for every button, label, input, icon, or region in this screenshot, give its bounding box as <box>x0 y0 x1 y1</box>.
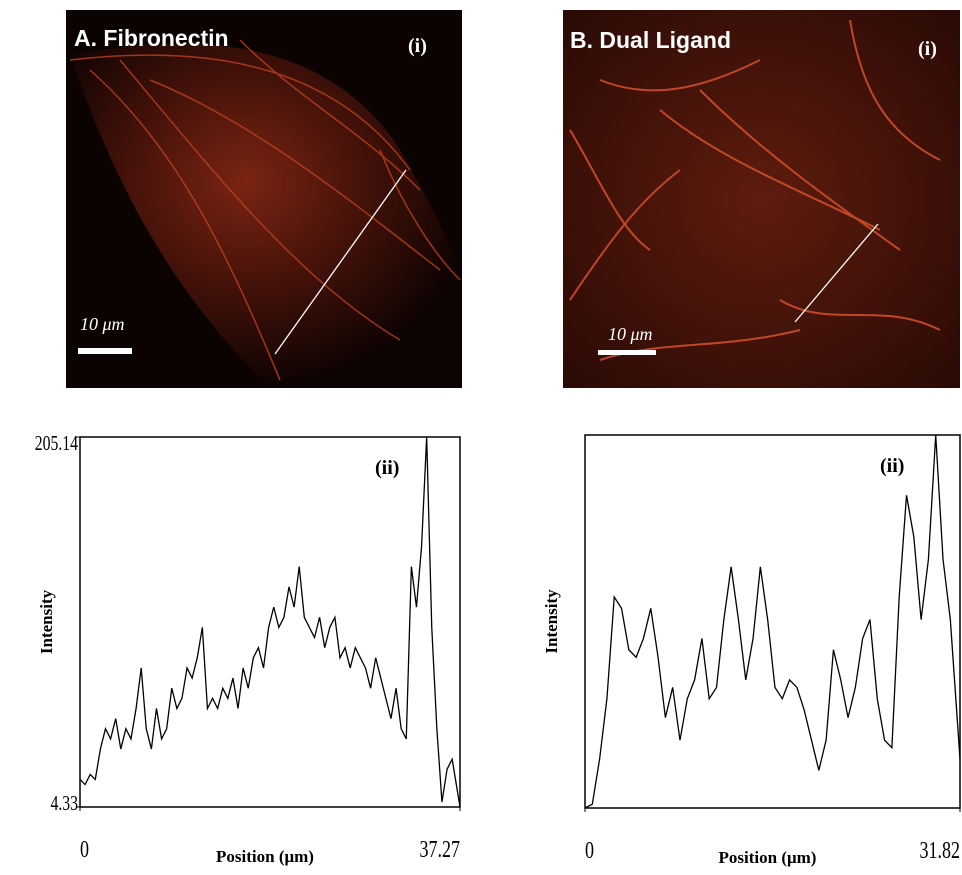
plot-frame <box>585 435 960 808</box>
x-tick-label: 0 <box>585 837 594 864</box>
x-axis-label: Position (μm) <box>719 848 817 867</box>
panel-marker: (i) <box>918 38 937 60</box>
intensity-line <box>585 435 960 808</box>
y-tick-label: 205.14 <box>35 432 78 456</box>
image-title: B. Dual Ligand <box>570 27 731 53</box>
scale-label: 10 μm <box>608 324 653 344</box>
figure: A. Fibronectin (i) 10 μm B. Dual Ligand … <box>0 0 962 875</box>
panel-marker: (ii) <box>880 455 904 477</box>
y-axis-label: Intensity <box>37 589 56 654</box>
panel-marker: (i) <box>408 35 427 57</box>
panel-marker: (ii) <box>375 457 399 479</box>
image-title: A. Fibronectin <box>74 25 229 51</box>
micrograph-b: B. Dual Ligand (i) 10 μm <box>563 10 960 388</box>
x-tick-label: 0 <box>80 836 89 863</box>
micrograph-a: A. Fibronectin (i) 10 μm <box>66 10 462 388</box>
intensity-line <box>80 437 460 807</box>
y-axis-label: Intensity <box>542 589 561 654</box>
y-tick-label: 4.33 <box>50 792 78 816</box>
x-tick-label: 37.27 <box>420 836 460 863</box>
x-axis-label: Position (μm) <box>216 847 314 866</box>
scale-label: 10 μm <box>80 314 125 334</box>
x-tick-label: 31.82 <box>920 837 960 864</box>
